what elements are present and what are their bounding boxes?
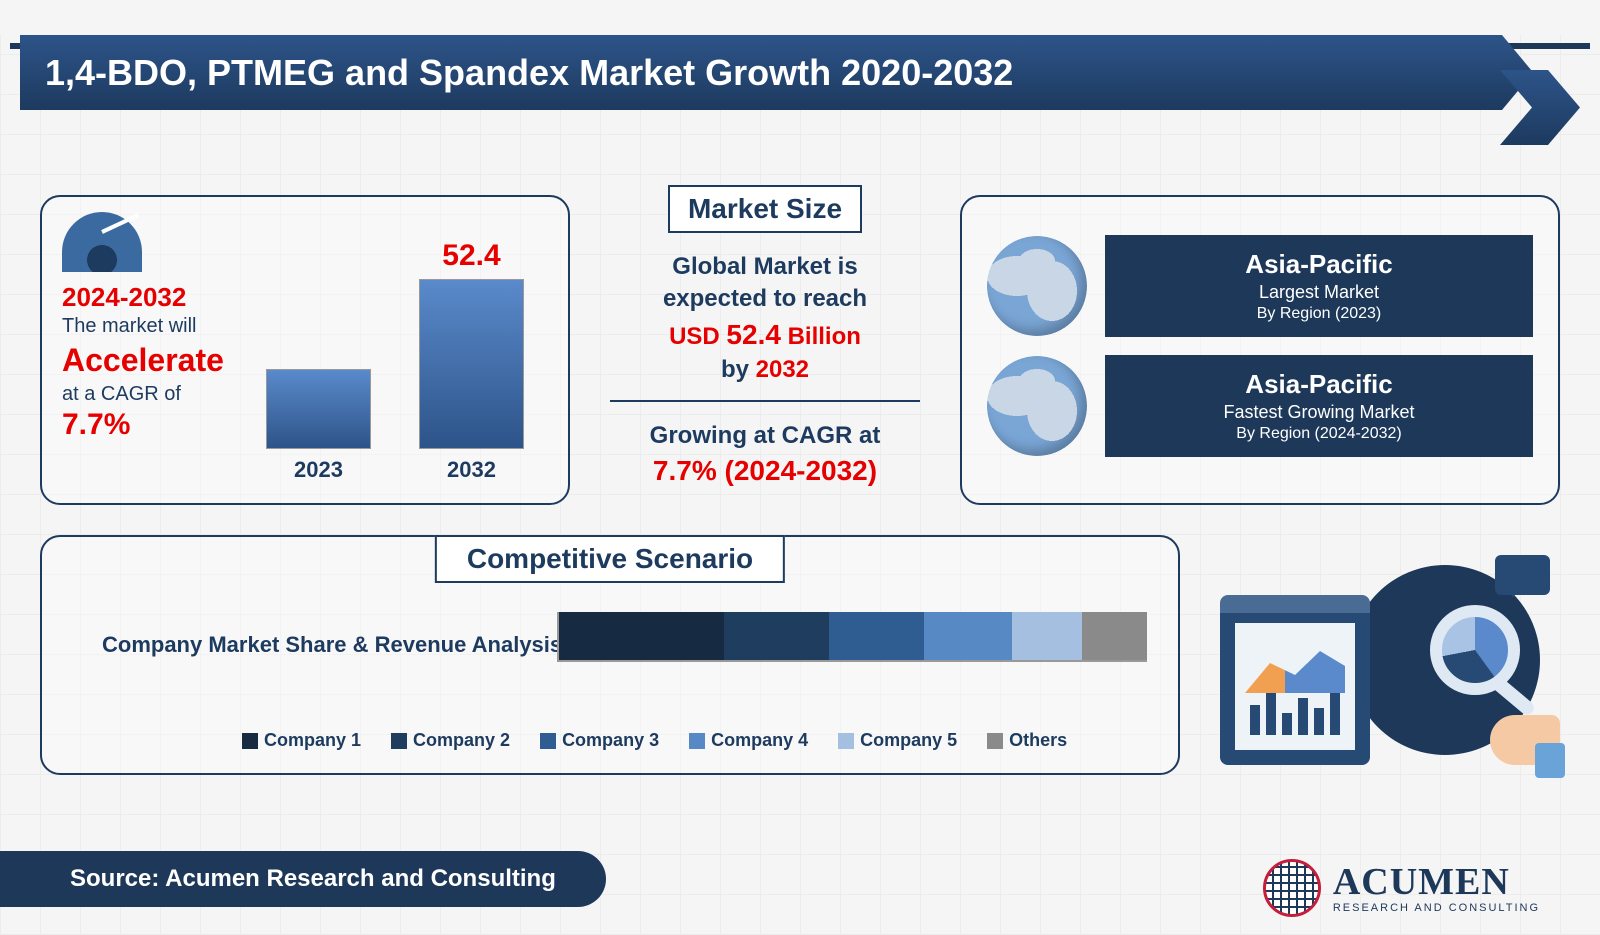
- legend-item: Company 3: [540, 730, 659, 751]
- ms-l3b: 52.4: [726, 319, 781, 350]
- segment: [1082, 612, 1147, 660]
- bar-rect-0: [266, 369, 371, 449]
- bar-2032: 52.4 2032: [419, 239, 524, 483]
- competitive-label: Company Market Share & Revenue Analysis: [102, 632, 562, 658]
- legend-item: Company 2: [391, 730, 510, 751]
- region-row-1: Asia-Pacific Largest Market By Region (2…: [987, 235, 1533, 337]
- market-size-text-2: Growing at CAGR at 7.7% (2024-2032): [600, 420, 930, 490]
- mini-bars-icon: [1250, 685, 1340, 735]
- bar-label-0: 2023: [266, 457, 371, 483]
- legend: Company 1 Company 2 Company 3 Company 4 Comp…: [242, 730, 1067, 751]
- growth-bar-chart: 2023 52.4 2032: [242, 227, 548, 483]
- clipboard-icon: [1220, 595, 1370, 765]
- divider: [610, 400, 920, 402]
- legend-item: Company 5: [838, 730, 957, 751]
- ms-l3a: USD: [669, 323, 726, 350]
- segment: [924, 612, 1012, 660]
- globe-icon: [987, 356, 1087, 456]
- ms-l3c: Billion: [781, 323, 861, 350]
- segment: [829, 612, 923, 660]
- market-size-column: Market Size Global Market is expected to…: [600, 185, 930, 490]
- ms-l2: expected to reach: [663, 285, 867, 312]
- ms-l6: 7.7% (2024-2032): [653, 455, 877, 486]
- page-title: 1,4-BDO, PTMEG and Spandex Market Growth…: [45, 52, 1013, 94]
- source-footer: Source: Acumen Research and Consulting: [0, 851, 606, 907]
- market-size-text-1: Global Market is expected to reach USD 5…: [600, 251, 930, 386]
- stacked-bar-chart: [557, 612, 1147, 662]
- region1-sub1: Largest Market: [1123, 282, 1515, 303]
- segment: [559, 612, 724, 660]
- region1-sub2: By Region (2023): [1123, 305, 1515, 323]
- legend-item: Company 1: [242, 730, 361, 751]
- ms-l4a: by: [721, 356, 756, 383]
- region2-name: Asia-Pacific: [1123, 369, 1515, 400]
- accelerate-panel: 2024-2032 The market will Accelerate at …: [40, 195, 570, 505]
- content-area: 2024-2032 The market will Accelerate at …: [40, 175, 1560, 855]
- legend-item: Others: [987, 730, 1067, 751]
- logo-name: ACUMEN: [1333, 863, 1540, 901]
- region1-name: Asia-Pacific: [1123, 249, 1515, 280]
- hand-icon: [1490, 715, 1560, 765]
- segment: [724, 612, 830, 660]
- region2-sub1: Fastest Growing Market: [1123, 402, 1515, 423]
- competitive-title: Competitive Scenario: [435, 535, 785, 583]
- regions-panel: Asia-Pacific Largest Market By Region (2…: [960, 195, 1560, 505]
- magnifier-pie-icon: [1430, 605, 1520, 695]
- logo-text: ACUMEN RESEARCH AND CONSULTING: [1333, 863, 1540, 914]
- bar-2023: 2023: [266, 363, 371, 483]
- logo-globe-icon: [1263, 859, 1321, 917]
- market-size-title: Market Size: [668, 185, 862, 233]
- competitive-panel: Competitive Scenario Company Market Shar…: [40, 535, 1180, 775]
- gauge-icon: [62, 212, 142, 272]
- bar-label-1: 2032: [419, 457, 524, 483]
- globe-icon: [987, 236, 1087, 336]
- speech-icon: [1495, 555, 1550, 595]
- region2-sub2: By Region (2024-2032): [1123, 425, 1515, 443]
- ms-l1: Global Market is: [672, 253, 857, 280]
- header-bar: 1,4-BDO, PTMEG and Spandex Market Growth…: [20, 35, 1580, 110]
- region-box-1: Asia-Pacific Largest Market By Region (2…: [1105, 235, 1533, 337]
- region-row-2: Asia-Pacific Fastest Growing Market By R…: [987, 355, 1533, 457]
- ms-l4b: 2032: [756, 356, 809, 383]
- logo-tag: RESEARCH AND CONSULTING: [1333, 903, 1540, 914]
- brand-logo: ACUMEN RESEARCH AND CONSULTING: [1263, 859, 1540, 917]
- bar-value-1: 52.4: [419, 239, 524, 273]
- region-box-2: Asia-Pacific Fastest Growing Market By R…: [1105, 355, 1533, 457]
- legend-item: Company 4: [689, 730, 808, 751]
- segment: [1012, 612, 1083, 660]
- bar-rect-1: [419, 279, 524, 449]
- ms-l5: Growing at CAGR at: [650, 422, 881, 449]
- analytics-graphic: [1210, 555, 1560, 775]
